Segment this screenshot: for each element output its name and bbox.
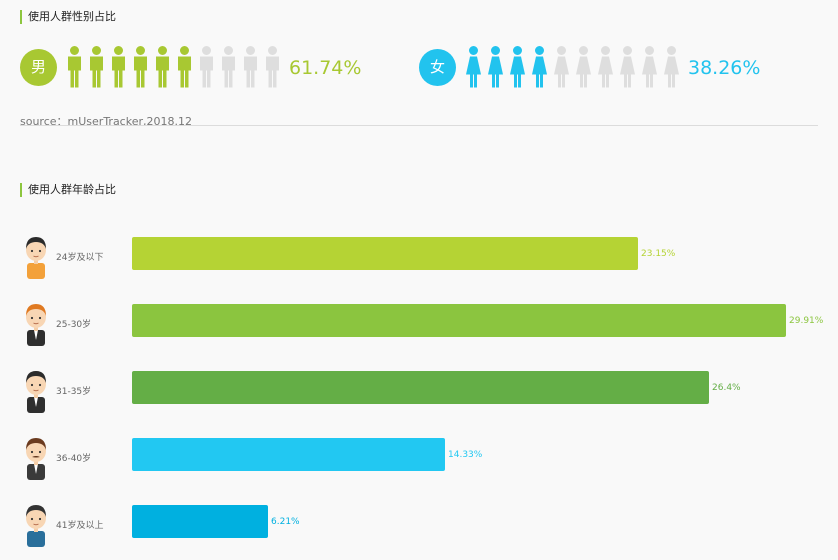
age-bar-value-label: 6.21% bbox=[271, 517, 300, 527]
age-bar-value-label: 14.33% bbox=[448, 450, 483, 460]
avatar-neck bbox=[34, 527, 38, 532]
age-bar bbox=[132, 237, 638, 270]
person-icon bbox=[112, 46, 125, 88]
avatar-eye bbox=[30, 249, 34, 253]
person-icon bbox=[664, 46, 679, 88]
avatar-eye bbox=[38, 450, 42, 454]
age-category-label: 36-40岁 bbox=[56, 454, 92, 464]
avatar-eye bbox=[30, 517, 34, 521]
avatar-face bbox=[26, 306, 46, 328]
person-icon bbox=[532, 46, 547, 88]
age-row: 31-35岁 26.4% bbox=[0, 367, 838, 417]
avatar-collar bbox=[34, 464, 38, 474]
avatar-face bbox=[26, 440, 46, 462]
person-icon bbox=[576, 46, 591, 88]
avatar-neck bbox=[34, 460, 38, 465]
avatar-hair bbox=[26, 371, 46, 383]
young-boy-avatar-icon bbox=[26, 237, 46, 279]
avatar-eye bbox=[30, 450, 34, 454]
avatar-mouth bbox=[33, 322, 39, 325]
person-icon bbox=[466, 46, 481, 88]
person-icon bbox=[510, 46, 525, 88]
age-row: 24岁及以下 23.15% bbox=[0, 233, 838, 283]
avatar-mouth bbox=[33, 255, 39, 258]
avatar-collar bbox=[34, 330, 38, 340]
avatar-hair bbox=[26, 438, 46, 450]
avatar-mustache bbox=[32, 456, 40, 458]
male-icons-svg bbox=[68, 46, 279, 88]
avatar-hair bbox=[26, 304, 46, 316]
person-icon bbox=[68, 46, 81, 88]
male-percentage: 61.74% bbox=[289, 57, 362, 79]
gender-section-title: 使用人群性别占比 bbox=[20, 10, 116, 24]
female-person-icons bbox=[466, 46, 686, 90]
male-person-icons bbox=[67, 46, 287, 90]
person-icon bbox=[134, 46, 147, 88]
age-bar bbox=[132, 438, 445, 471]
avatar-mouth bbox=[33, 389, 39, 392]
female-percentage: 38.26% bbox=[688, 57, 761, 79]
avatar-collar bbox=[34, 397, 38, 407]
section-divider bbox=[20, 125, 818, 126]
avatar-face bbox=[26, 507, 46, 529]
avatar-face bbox=[26, 373, 46, 395]
person-icon bbox=[244, 46, 257, 88]
age-section-title: 使用人群年龄占比 bbox=[20, 183, 116, 197]
avatar-mouth bbox=[33, 523, 39, 526]
person-icon bbox=[90, 46, 103, 88]
person-icon bbox=[554, 46, 569, 88]
suit-man-avatar-icon bbox=[26, 371, 46, 413]
avatar-eye bbox=[38, 249, 42, 253]
age-row: 25-30岁 29.91% bbox=[0, 300, 838, 350]
age-bar bbox=[132, 505, 268, 538]
female-symbol-badge: 女 bbox=[419, 49, 456, 86]
avatar-body bbox=[27, 531, 45, 547]
person-icon bbox=[266, 46, 279, 88]
avatar-body bbox=[27, 263, 45, 279]
age-category-label: 31-35岁 bbox=[56, 387, 92, 397]
male-symbol-badge: 男 bbox=[20, 49, 57, 86]
age-category-label: 41岁及以上 bbox=[56, 521, 104, 531]
person-icon bbox=[178, 46, 191, 88]
avatar-neck bbox=[34, 393, 38, 398]
age-category-label: 25-30岁 bbox=[56, 320, 92, 330]
avatar-eye bbox=[38, 316, 42, 320]
female-icons-svg bbox=[466, 46, 679, 88]
age-category-label: 24岁及以下 bbox=[56, 253, 104, 263]
mustache-man-avatar-icon bbox=[26, 438, 46, 480]
person-icon bbox=[200, 46, 213, 88]
data-source: source：mUserTracker,2018.12 bbox=[20, 115, 192, 128]
age-bar bbox=[132, 371, 709, 404]
avatar-eye bbox=[30, 316, 34, 320]
avatar-eye bbox=[38, 517, 42, 521]
avatar-hair bbox=[26, 505, 46, 517]
age-bar-value-label: 29.91% bbox=[789, 316, 824, 326]
person-icon bbox=[620, 46, 635, 88]
age-bar-value-label: 26.4% bbox=[712, 383, 741, 393]
avatar-face bbox=[26, 239, 46, 261]
person-icon bbox=[222, 46, 235, 88]
age-row: 41岁及以上 6.21% bbox=[0, 501, 838, 551]
person-icon bbox=[642, 46, 657, 88]
avatar-neck bbox=[34, 259, 38, 264]
age-row: 36-40岁 14.33% bbox=[0, 434, 838, 484]
person-icon bbox=[598, 46, 613, 88]
person-icon bbox=[488, 46, 503, 88]
avatar-eye bbox=[30, 383, 34, 387]
older-man-avatar-icon bbox=[26, 505, 46, 547]
avatar-eye bbox=[38, 383, 42, 387]
red-hair-man-avatar-icon bbox=[26, 304, 46, 346]
age-bar-value-label: 23.15% bbox=[641, 249, 676, 259]
avatar-neck bbox=[34, 326, 38, 331]
age-bar bbox=[132, 304, 786, 337]
avatar-hair bbox=[26, 237, 46, 249]
person-icon bbox=[156, 46, 169, 88]
